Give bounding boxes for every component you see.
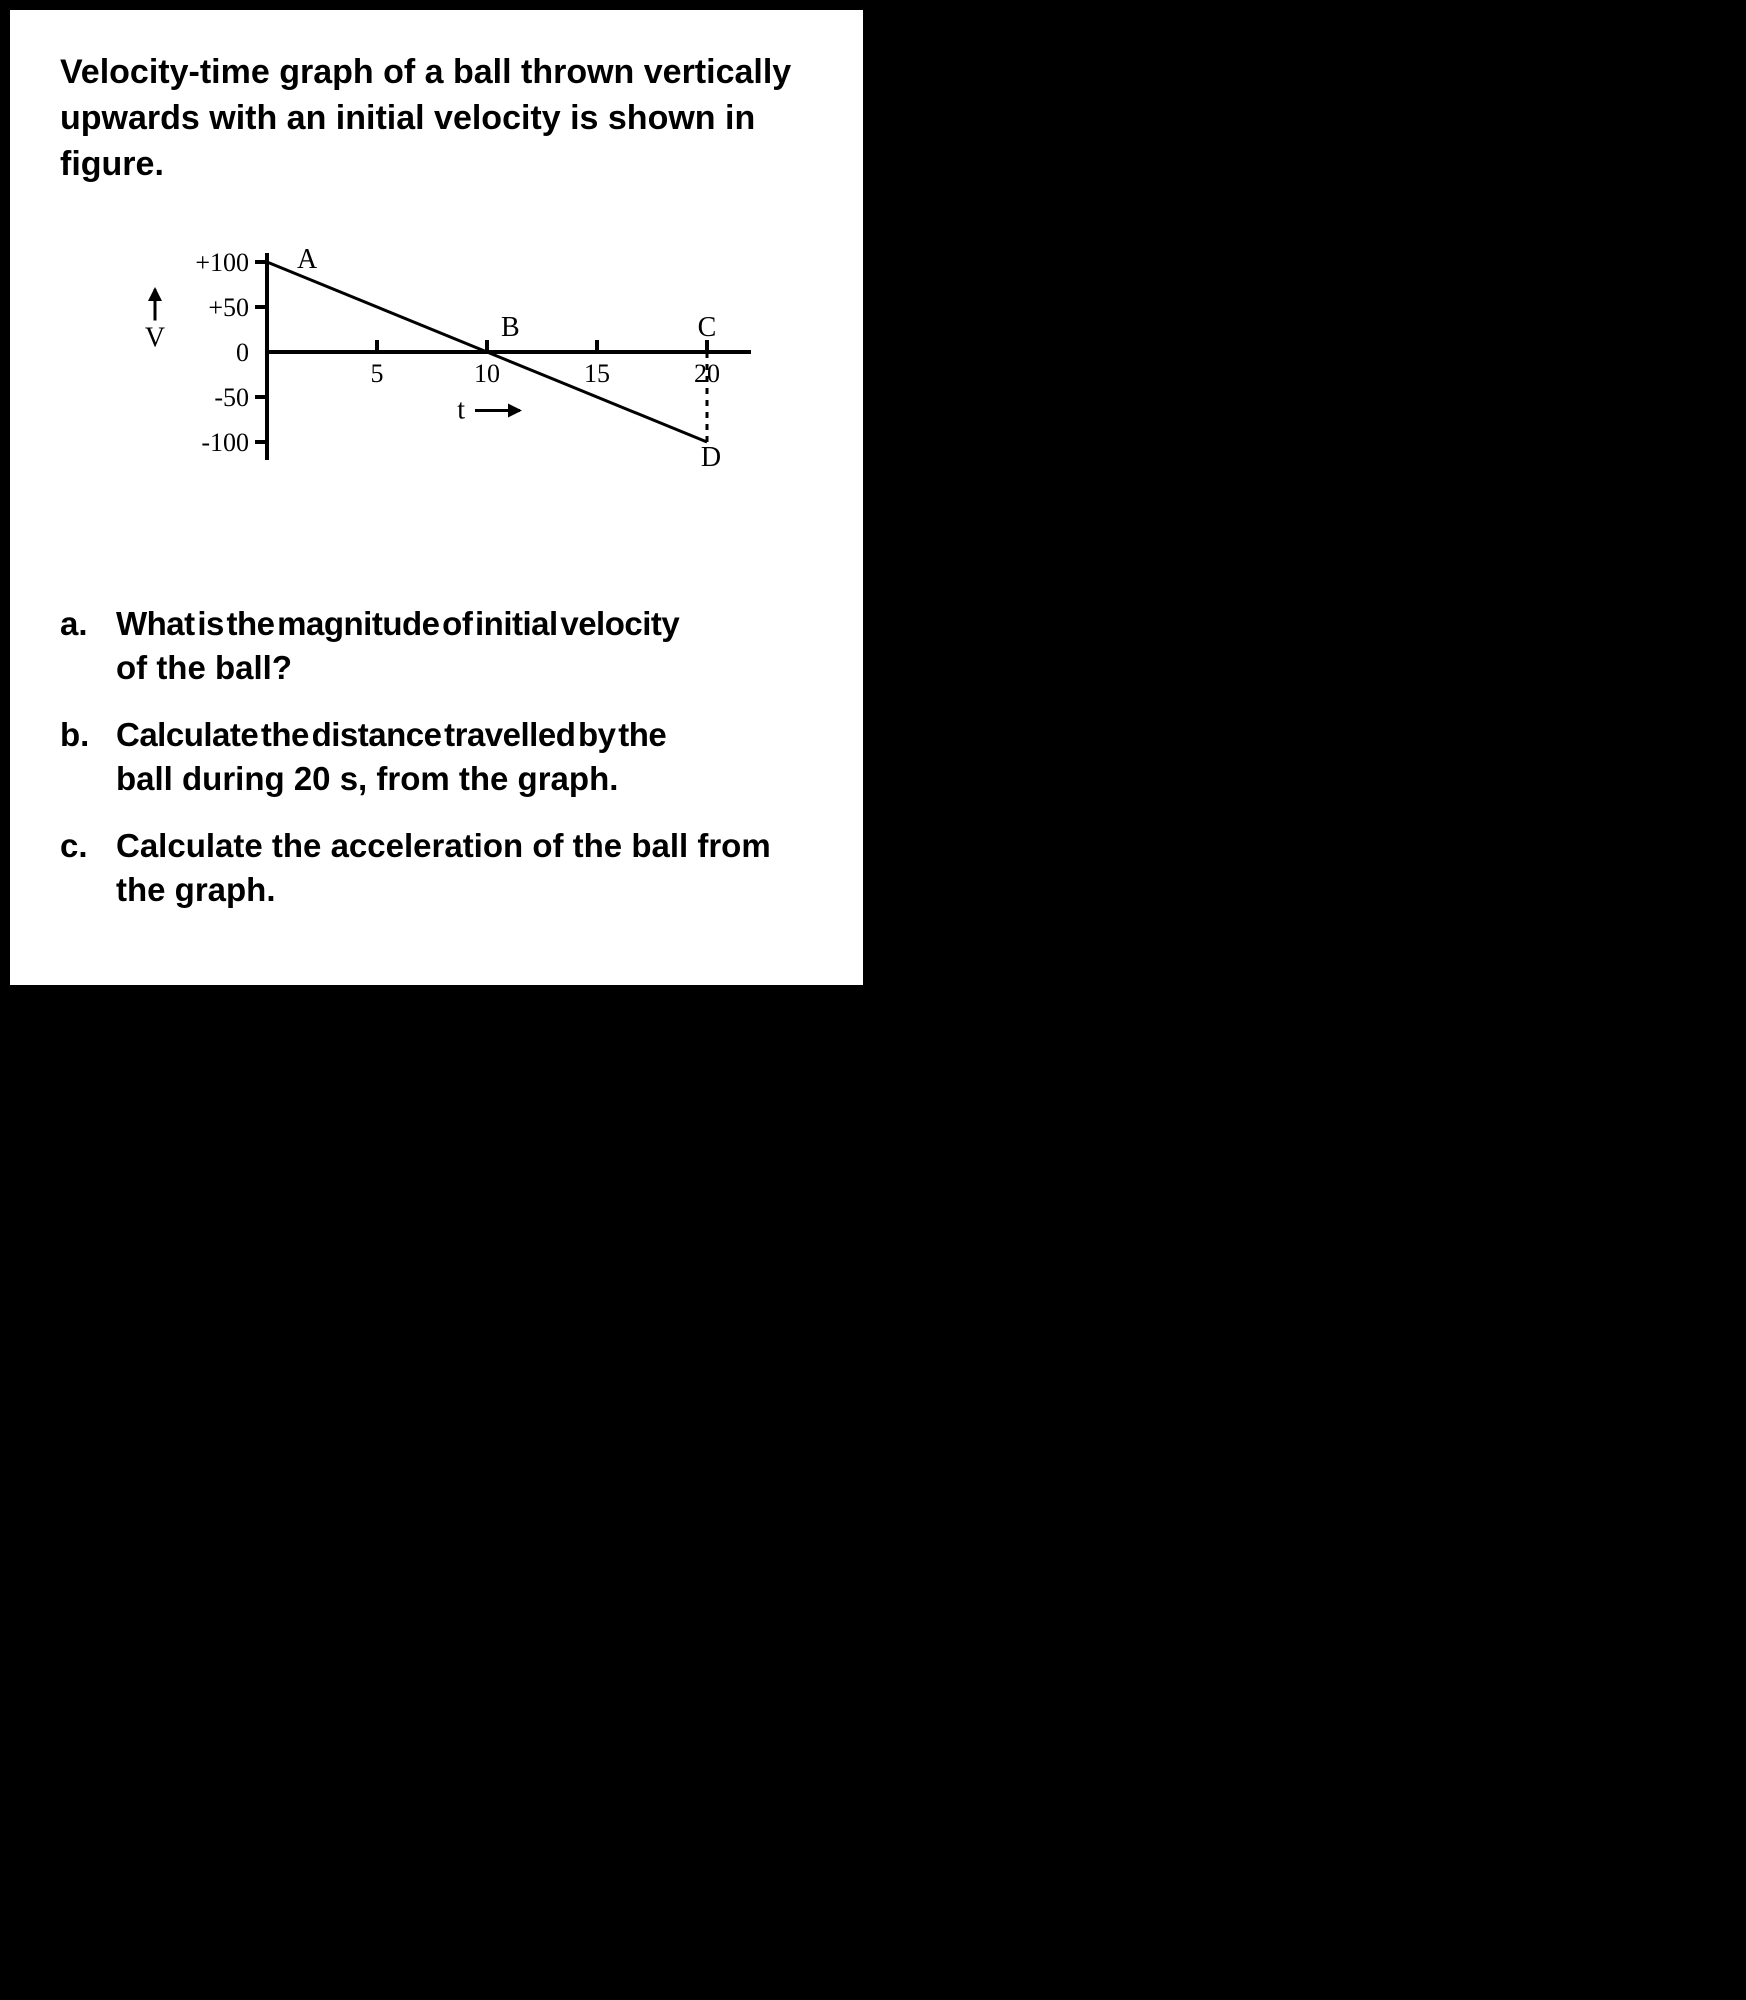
svg-text:+100: +100 bbox=[195, 248, 249, 277]
svg-text:C: C bbox=[697, 312, 716, 343]
question-item: b.Calculate the distance travelled by th… bbox=[60, 713, 813, 802]
svg-text:0: 0 bbox=[236, 338, 249, 367]
question-text: What is the magnitude of initial velocit… bbox=[116, 602, 813, 691]
question-text: Calculate the distance travelled by theb… bbox=[116, 713, 813, 802]
svg-text:10: 10 bbox=[474, 359, 500, 388]
question-item: a.What is the magnitude of initial veloc… bbox=[60, 602, 813, 691]
svg-text:-100: -100 bbox=[201, 428, 249, 457]
question-marker: b. bbox=[60, 713, 116, 802]
svg-text:+50: +50 bbox=[208, 293, 249, 322]
problem-statement: Velocity-time graph of a ball thrown ver… bbox=[60, 50, 813, 188]
svg-text:V: V bbox=[144, 322, 164, 353]
svg-text:A: A bbox=[297, 244, 318, 275]
velocity-time-graph: +100 +50 0 -50 -100 5 10 15 20 Vt A B D C bbox=[117, 212, 757, 572]
graph-container: +100 +50 0 -50 -100 5 10 15 20 Vt A B D C bbox=[60, 212, 813, 572]
svg-text:-50: -50 bbox=[214, 383, 249, 412]
question-text: Calculate the acceleration of the ball f… bbox=[116, 824, 813, 913]
question-marker: a. bbox=[60, 602, 116, 691]
svg-text:D: D bbox=[700, 442, 720, 473]
svg-text:t: t bbox=[457, 394, 465, 425]
question-marker: c. bbox=[60, 824, 116, 913]
svg-text:B: B bbox=[501, 312, 520, 343]
question-item: c.Calculate the acceleration of the ball… bbox=[60, 824, 813, 913]
page: Velocity-time graph of a ball thrown ver… bbox=[0, 0, 873, 995]
question-list: a.What is the magnitude of initial veloc… bbox=[60, 602, 813, 913]
svg-text:15: 15 bbox=[584, 359, 610, 388]
svg-text:5: 5 bbox=[370, 359, 383, 388]
svg-text:20: 20 bbox=[694, 359, 720, 388]
